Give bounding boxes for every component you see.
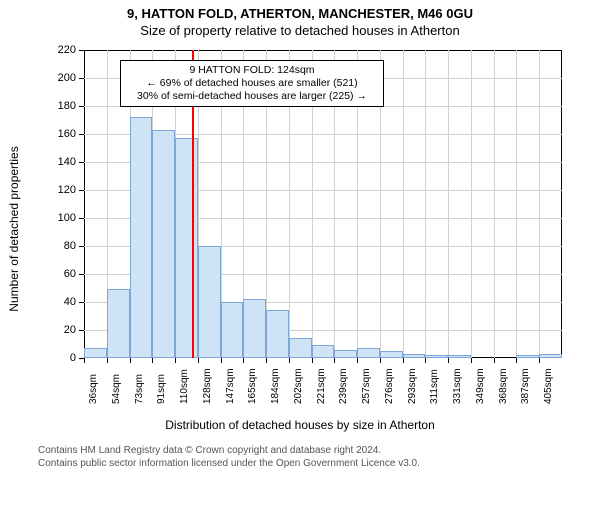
xtick-mark: [289, 358, 290, 363]
ytick-mark: [79, 218, 84, 219]
xtick-label: 202sqm: [293, 368, 304, 404]
ytick-label: 60: [30, 268, 76, 280]
xtick-label: 239sqm: [338, 368, 349, 404]
xtick-mark: [221, 358, 222, 363]
ytick-mark: [79, 134, 84, 135]
annotation-box: 9 HATTON FOLD: 124sqm← 69% of detached h…: [120, 60, 384, 107]
chart-container: Number of detached properties 0204060801…: [30, 44, 570, 414]
xtick-mark: [403, 358, 404, 363]
xtick-label: 257sqm: [361, 368, 372, 404]
histogram-bar: [516, 355, 539, 358]
footer-line-1: Contains HM Land Registry data © Crown c…: [38, 444, 600, 457]
xtick-label: 293sqm: [407, 368, 418, 404]
xtick-mark: [380, 358, 381, 363]
xtick-label: 165sqm: [247, 368, 258, 404]
ytick-label: 180: [30, 100, 76, 112]
histogram-bar: [334, 350, 357, 358]
histogram-bar: [243, 299, 266, 358]
ytick-mark: [79, 106, 84, 107]
xtick-mark: [266, 358, 267, 363]
page-title-address: 9, HATTON FOLD, ATHERTON, MANCHESTER, M4…: [0, 6, 600, 21]
xtick-label: 331sqm: [452, 368, 463, 404]
ytick-label: 120: [30, 184, 76, 196]
ytick-label: 160: [30, 128, 76, 140]
histogram-bar: [312, 345, 335, 358]
histogram-bar: [266, 310, 289, 358]
annotation-line-2: ← 69% of detached houses are smaller (52…: [127, 77, 377, 90]
attribution-footer: Contains HM Land Registry data © Crown c…: [38, 444, 600, 470]
ytick-label: 140: [30, 156, 76, 168]
xtick-label: 405sqm: [543, 368, 554, 404]
histogram-bar: [403, 354, 426, 358]
page-subtitle: Size of property relative to detached ho…: [0, 23, 600, 38]
xtick-mark: [312, 358, 313, 363]
histogram-bar: [289, 338, 312, 358]
xtick-mark: [84, 358, 85, 363]
xtick-mark: [130, 358, 131, 363]
histogram-bar: [380, 351, 403, 358]
xtick-label: 276sqm: [384, 368, 395, 404]
ytick-label: 0: [30, 352, 76, 364]
histogram-bar: [448, 355, 471, 358]
xtick-label: 91sqm: [156, 374, 167, 404]
xtick-mark: [425, 358, 426, 363]
histogram-bar: [107, 289, 130, 358]
histogram-bar: [198, 246, 221, 358]
xtick-mark: [448, 358, 449, 363]
ytick-mark: [79, 274, 84, 275]
histogram-bar: [152, 130, 175, 358]
xtick-label: 368sqm: [498, 368, 509, 404]
xtick-mark: [107, 358, 108, 363]
xtick-label: 387sqm: [520, 368, 531, 404]
xtick-label: 110sqm: [179, 369, 190, 404]
xtick-label: 54sqm: [111, 374, 122, 404]
histogram-bar: [221, 302, 244, 358]
histogram-bar: [539, 354, 562, 358]
xtick-mark: [152, 358, 153, 363]
ytick-mark: [79, 302, 84, 303]
ytick-label: 20: [30, 324, 76, 336]
xtick-label: 184sqm: [270, 368, 281, 404]
ytick-label: 220: [30, 44, 76, 56]
xtick-label: 221sqm: [316, 368, 327, 404]
xtick-mark: [334, 358, 335, 363]
xtick-mark: [516, 358, 517, 363]
xtick-mark: [175, 358, 176, 363]
ytick-mark: [79, 190, 84, 191]
footer-line-2: Contains public sector information licen…: [38, 457, 600, 470]
ytick-mark: [79, 78, 84, 79]
xtick-mark: [357, 358, 358, 363]
ytick-label: 80: [30, 240, 76, 252]
xtick-mark: [198, 358, 199, 363]
y-axis-label: Number of detached properties: [7, 146, 21, 311]
histogram-bar: [357, 348, 380, 358]
ytick-mark: [79, 330, 84, 331]
histogram-bar: [130, 117, 153, 358]
histogram-bar: [175, 138, 198, 358]
histogram-bar: [84, 348, 107, 358]
ytick-mark: [79, 246, 84, 247]
histogram-bar: [425, 355, 448, 358]
xtick-mark: [243, 358, 244, 363]
ytick-mark: [79, 162, 84, 163]
xtick-label: 147sqm: [225, 368, 236, 404]
xtick-label: 128sqm: [202, 368, 213, 404]
xtick-label: 349sqm: [475, 368, 486, 404]
ytick-mark: [79, 50, 84, 51]
xtick-mark: [471, 358, 472, 363]
xtick-mark: [539, 358, 540, 363]
ytick-label: 40: [30, 296, 76, 308]
ytick-label: 100: [30, 212, 76, 224]
xtick-label: 311sqm: [429, 369, 440, 404]
xtick-label: 36sqm: [88, 374, 99, 404]
annotation-line-1: 9 HATTON FOLD: 124sqm: [127, 64, 377, 77]
annotation-line-3: 30% of semi-detached houses are larger (…: [127, 90, 377, 103]
xtick-label: 73sqm: [134, 374, 145, 404]
ytick-label: 200: [30, 72, 76, 84]
xtick-mark: [494, 358, 495, 363]
x-axis-label: Distribution of detached houses by size …: [0, 418, 600, 432]
